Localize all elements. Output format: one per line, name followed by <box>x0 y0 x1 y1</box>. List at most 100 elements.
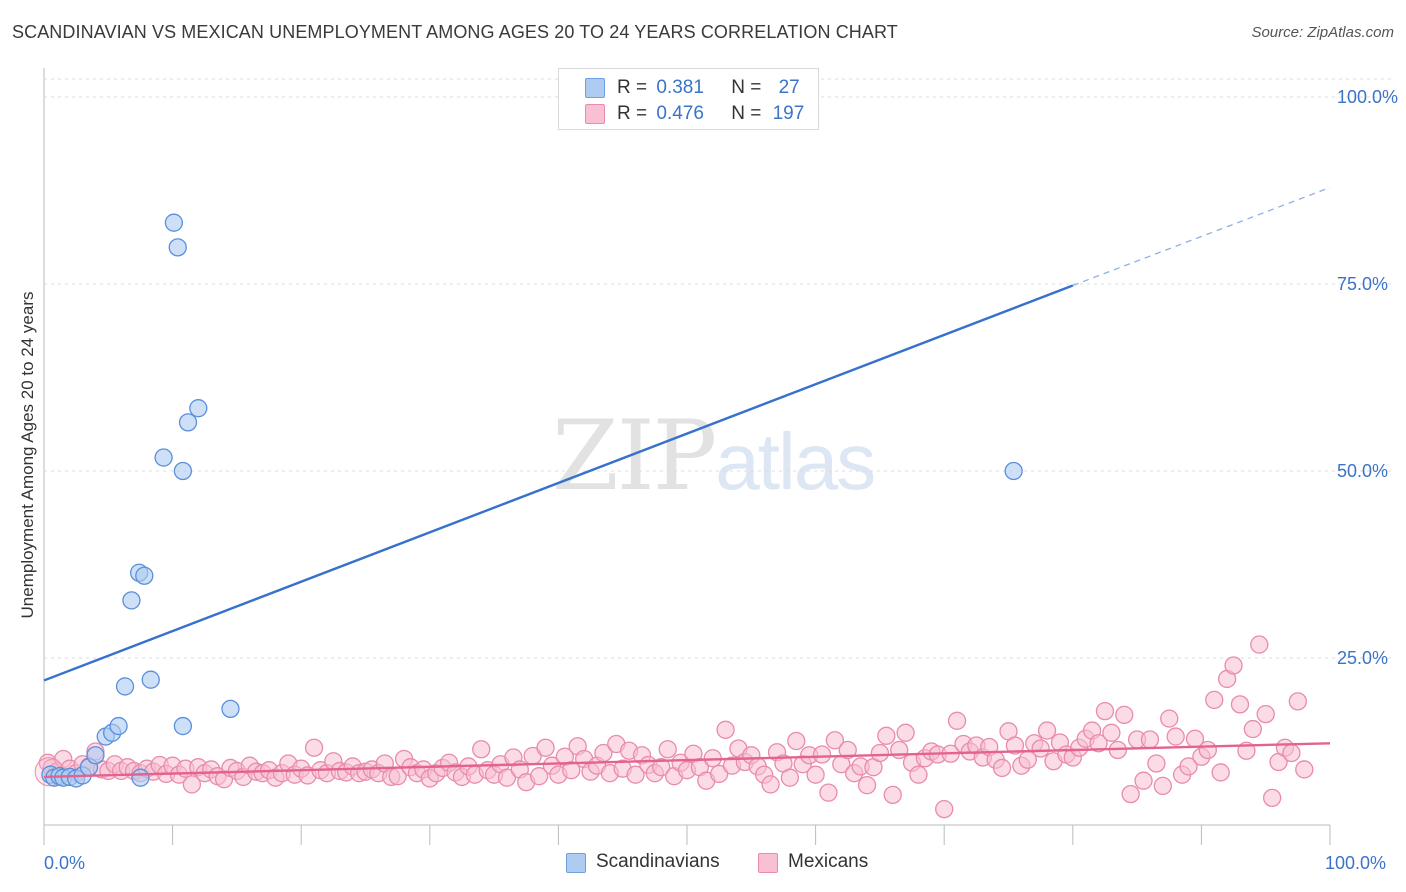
source-label: Source: ZipAtlas.com <box>1251 24 1394 41</box>
scandinavians-trend-extension <box>1072 186 1331 287</box>
mexicans-point <box>909 765 928 784</box>
scandinavians-point <box>178 413 198 432</box>
mexicans-point <box>716 720 735 739</box>
mexicans-point <box>1102 723 1121 742</box>
r-value-scandinavians: 0.381 <box>656 77 704 98</box>
legend-text-mexicans: R = 0.476 N = 197 <box>617 103 804 125</box>
n-label: N = <box>731 77 762 98</box>
x-tick-right: 100.0% <box>1325 853 1387 873</box>
mexicans-point <box>1288 692 1307 711</box>
watermark-zip: ZIP <box>552 400 717 512</box>
mexicans-point <box>870 743 890 763</box>
mexicans-point <box>1153 776 1172 796</box>
legend-text-scandinavians: R = 0.381 N = 27 <box>617 77 800 99</box>
mexicans-point <box>1230 695 1250 714</box>
chart-title: SCANDINAVIAN VS MEXICAN UNEMPLOYMENT AMO… <box>12 22 898 42</box>
scandinavians-point <box>131 768 150 787</box>
mexicans-point <box>652 758 671 777</box>
stats-legend: R = 0.381 N = 27 R = 0.476 N = 197 <box>558 68 819 130</box>
mexicans-point <box>787 731 806 751</box>
scandinavians-point <box>141 670 160 689</box>
mexicans-point <box>1250 635 1269 654</box>
scandinavians-point <box>173 461 193 481</box>
grid-lines <box>44 78 1392 659</box>
scandinavians-point <box>221 699 240 719</box>
bottom-label-scandinavians: Scandinavians <box>596 851 720 872</box>
axes <box>43 68 1331 845</box>
y-tick-50: 50.0% <box>1337 461 1389 481</box>
scandinavians-trend-line <box>43 284 1074 682</box>
mexicans-points <box>34 635 1314 819</box>
mexicans-point <box>812 745 832 764</box>
mexicans-point <box>626 765 645 784</box>
mexicans-point <box>536 738 555 757</box>
mexicans-point <box>1166 727 1185 746</box>
mexicans-point <box>890 740 909 760</box>
mexicans-point <box>780 768 800 787</box>
mexicans-point <box>1031 739 1050 758</box>
mexicans-point <box>825 731 845 750</box>
mexicans-point <box>1205 690 1224 710</box>
scandinavians-point <box>1004 461 1023 481</box>
bottom-swatch-scandinavians <box>566 853 586 873</box>
mexicans-point <box>529 767 549 786</box>
scandinavians-points <box>41 213 1023 788</box>
mexicans-point <box>1295 760 1314 779</box>
r-label: R = <box>617 103 648 124</box>
n-value-mexicans: 197 <box>772 103 805 124</box>
scandinavians-point <box>168 238 187 257</box>
y-tick-100: 100.0% <box>1337 87 1399 107</box>
watermark-atlas: atlas <box>715 417 876 506</box>
mexicans-point <box>1134 771 1153 790</box>
mexicans-point <box>992 758 1012 778</box>
mexicans-point <box>761 775 780 794</box>
scandinavians-point <box>122 591 141 610</box>
mexicans-point <box>1121 784 1140 804</box>
mexicans-point <box>1262 788 1282 808</box>
mexicans-point <box>562 761 581 780</box>
mexicans-point <box>710 764 729 784</box>
mexicans-point <box>1037 721 1057 740</box>
mexicans-point <box>1147 754 1166 773</box>
y-tick-25: 25.0% <box>1337 648 1389 668</box>
mexicans-point <box>304 738 324 757</box>
mexicans-point <box>1256 704 1275 724</box>
scandinavians-point <box>109 716 128 736</box>
mexicans-point <box>1005 736 1025 755</box>
scandinavians-point <box>115 677 135 696</box>
watermark: ZIPatlas <box>552 400 876 512</box>
legend-swatch-mexicans <box>585 104 605 124</box>
n-label: N = <box>731 103 762 124</box>
mexicans-point <box>182 775 202 794</box>
scandinavians-point <box>164 213 184 232</box>
r-value-mexicans: 0.476 <box>656 103 704 124</box>
legend-swatch-scandinavians <box>585 78 605 98</box>
mexicans-point <box>1282 743 1301 763</box>
mexicans-point <box>806 765 825 784</box>
mexicans-point <box>1198 740 1217 760</box>
bottom-label-mexicans: Mexicans <box>788 851 869 872</box>
mexicans-point <box>896 723 915 742</box>
mexicans-point <box>838 740 857 760</box>
r-label: R = <box>617 77 648 98</box>
mexicans-point <box>883 785 902 805</box>
mexicans-point <box>947 711 967 730</box>
mexicans-point <box>658 740 677 759</box>
trend-lines <box>43 186 1331 779</box>
mexicans-point <box>1179 757 1198 776</box>
scandinavians-point <box>154 448 173 467</box>
mexicans-point <box>1211 763 1230 782</box>
mexicans-point <box>857 776 877 795</box>
mexicans-point <box>1115 705 1134 724</box>
mexicans-point <box>472 740 491 759</box>
mexicans-point <box>819 783 838 802</box>
bottom-swatch-mexicans <box>758 853 778 873</box>
mexicans-point <box>1095 701 1115 721</box>
scandinavians-point <box>135 566 154 585</box>
scandinavians-point <box>189 399 208 418</box>
mexicans-point <box>1089 734 1108 753</box>
mexicans-point <box>935 799 954 819</box>
mexicans-point <box>1160 709 1179 728</box>
mexicans-point <box>1243 719 1262 739</box>
